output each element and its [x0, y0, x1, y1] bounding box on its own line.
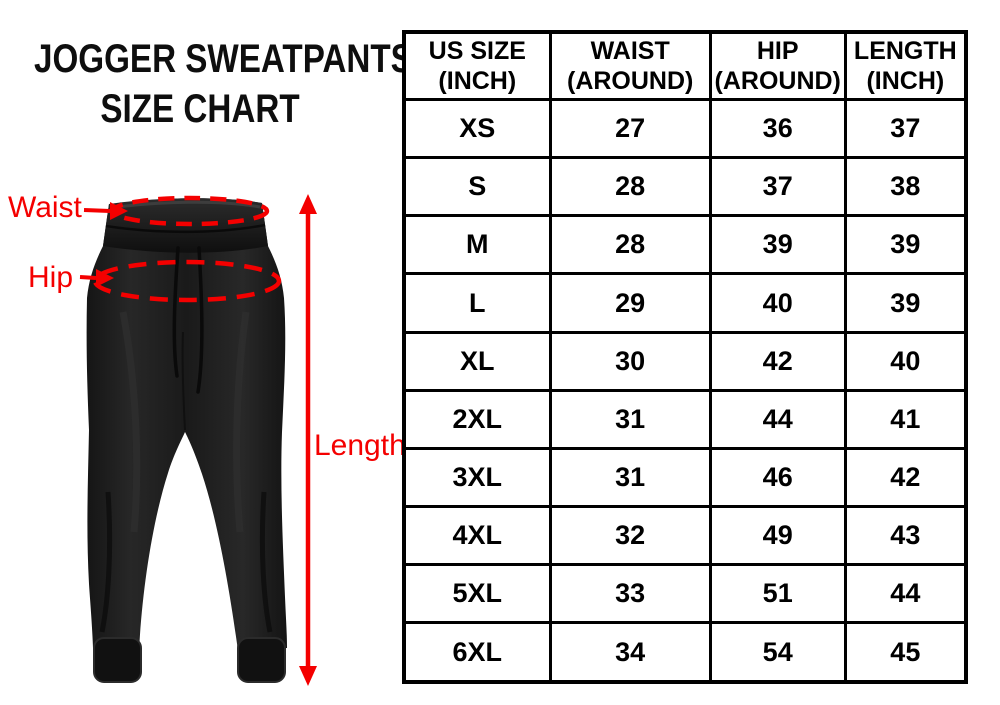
page-title: JOGGER SWEATPANTS SIZE CHART — [34, 34, 413, 134]
table-row: XS 27 36 37 — [402, 97, 968, 160]
length-label: Length — [314, 429, 406, 462]
cell-hip: 42 — [708, 330, 847, 392]
cell-hip: 49 — [708, 505, 847, 567]
cell-waist: 27 — [548, 97, 712, 160]
center-seam — [181, 331, 186, 431]
cell-length: 40 — [843, 330, 968, 392]
hip-label: Hip — [28, 261, 74, 294]
cell-waist: 31 — [548, 446, 712, 509]
header-length-line2: (INCH) — [866, 67, 945, 95]
table-row: 6XL 34 54 45 — [402, 621, 968, 684]
jogger-pants-image — [86, 198, 287, 683]
wrinkle-right — [233, 311, 250, 533]
pants-silhouette — [86, 198, 287, 651]
cell-length: 39 — [843, 214, 968, 276]
cell-hip: 44 — [708, 388, 847, 450]
cell-hip: 37 — [708, 156, 847, 218]
header-hip-line1: HIP — [756, 37, 799, 65]
page-title-line1: JOGGER SWEATPANTS — [34, 37, 413, 81]
cell-hip: 54 — [708, 621, 847, 684]
cell-hip: 40 — [708, 272, 847, 334]
header-hip: HIP (AROUND) — [708, 30, 847, 101]
cell-size: S — [402, 156, 552, 218]
cell-length: 42 — [843, 446, 968, 509]
cell-waist: 28 — [548, 156, 712, 218]
table-row: S 28 37 38 — [402, 156, 968, 218]
header-waist-line2: (AROUND) — [567, 67, 694, 95]
cell-waist: 34 — [548, 621, 712, 684]
wrinkle-left — [119, 311, 141, 533]
waistband-fold-line — [105, 223, 266, 234]
cell-waist: 33 — [548, 563, 712, 625]
cell-length: 38 — [843, 156, 968, 218]
cell-size: L — [402, 272, 552, 334]
header-hip-line2: (AROUND) — [714, 67, 841, 95]
cell-size: 3XL — [402, 446, 552, 509]
cell-length: 37 — [843, 97, 968, 160]
header-us-size: US SIZE (INCH) — [402, 30, 552, 101]
cell-length: 43 — [843, 505, 968, 567]
cell-hip: 51 — [708, 563, 847, 625]
header-length-line1: LENGTH — [853, 37, 957, 65]
cell-size: 2XL — [402, 388, 552, 450]
header-waist: WAIST (AROUND) — [548, 30, 712, 101]
waist-label: Waist — [8, 191, 82, 224]
table-row: 2XL 31 44 41 — [402, 388, 968, 450]
cell-size: 6XL — [402, 621, 552, 684]
header-length: LENGTH (INCH) — [843, 30, 968, 101]
cell-length: 45 — [843, 621, 968, 684]
table-header-row: US SIZE (INCH) WAIST (AROUND) HIP (AROUN… — [402, 30, 968, 101]
cell-size: 4XL — [402, 505, 552, 567]
cell-waist: 30 — [548, 330, 712, 392]
table-row: 5XL 33 51 44 — [402, 563, 968, 625]
cell-size: XL — [402, 330, 552, 392]
cell-hip: 39 — [708, 214, 847, 276]
cell-size: XS — [402, 97, 552, 160]
cell-hip: 36 — [708, 97, 847, 160]
crease-left-leg — [99, 491, 113, 633]
cell-length: 44 — [843, 563, 968, 625]
size-table: US SIZE (INCH) WAIST (AROUND) HIP (AROUN… — [402, 30, 968, 684]
table-row: 3XL 31 46 42 — [402, 446, 968, 509]
table-row: XL 30 42 40 — [402, 330, 968, 392]
cell-length: 41 — [843, 388, 968, 450]
cell-size: M — [402, 214, 552, 276]
cell-waist: 28 — [548, 214, 712, 276]
crease-right-leg — [259, 491, 273, 633]
cuff-right — [237, 637, 286, 683]
cell-hip: 46 — [708, 446, 847, 509]
table-row: M 28 39 39 — [402, 214, 968, 276]
table-row: L 29 40 39 — [402, 272, 968, 334]
cell-waist: 31 — [548, 388, 712, 450]
cell-length: 39 — [843, 272, 968, 334]
cell-waist: 29 — [548, 272, 712, 334]
cell-size: 5XL — [402, 563, 552, 625]
header-us-size-line2: (INCH) — [438, 67, 517, 95]
header-us-size-line1: US SIZE — [428, 37, 526, 65]
cuff-left — [93, 637, 142, 683]
page-title-line2: SIZE CHART — [100, 87, 300, 131]
cell-waist: 32 — [548, 505, 712, 567]
header-waist-line1: WAIST — [590, 37, 670, 65]
table-row: 4XL 32 49 43 — [402, 505, 968, 567]
